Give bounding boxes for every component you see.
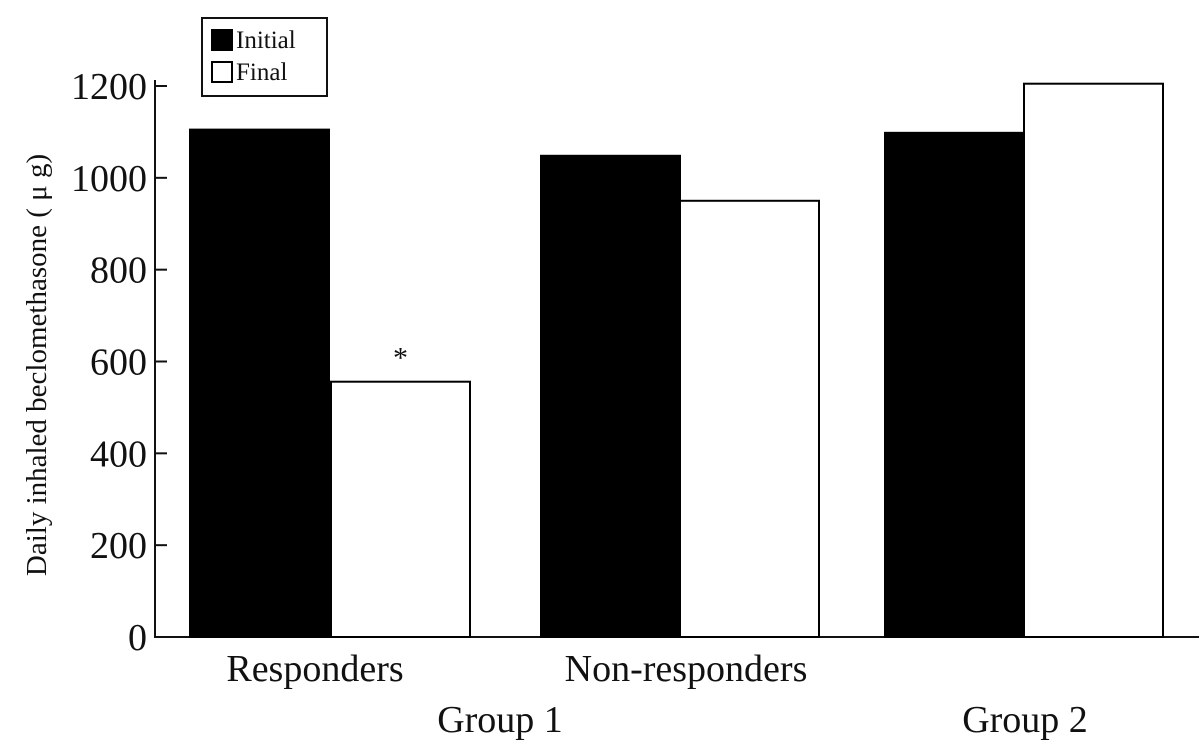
y-tick-label: 200: [90, 525, 147, 567]
bar-responders-initial: [189, 128, 330, 639]
y-tick-label: 0: [128, 617, 147, 659]
y-tick-label: 800: [90, 250, 147, 292]
y-ticks: 0 200 400 600 800 1000 1200: [71, 66, 167, 659]
bars: [189, 82, 1164, 639]
category-label-responders: Responders: [226, 648, 403, 690]
group-label-group-1: Group 1: [437, 699, 563, 741]
y-axis-label: Daily inhaled beclomethasone ( μ g): [21, 154, 53, 576]
bar-non-responders-final: [679, 199, 820, 639]
legend-swatch-final: [211, 61, 233, 83]
bar-group-2-initial: [884, 131, 1025, 639]
y-tick-label: 1200: [71, 66, 147, 108]
y-tick-label: 1000: [71, 158, 147, 200]
bar-group-2-final: [1023, 82, 1164, 639]
group-label-group-2: Group 2: [962, 699, 1088, 741]
legend-label-final: Final: [236, 59, 287, 86]
legend: Initial Final: [201, 17, 328, 97]
bar-non-responders-initial: [540, 154, 681, 638]
legend-label-initial: Initial: [236, 27, 296, 54]
legend-swatch-initial: [211, 29, 233, 51]
annotations: *: [393, 342, 408, 375]
y-tick-label: 600: [90, 342, 147, 384]
significance-asterisk: *: [393, 342, 408, 375]
bar-responders-final: [330, 380, 471, 638]
category-label-non-responders: Non-responders: [565, 648, 808, 690]
y-tick-label: 400: [90, 433, 147, 475]
